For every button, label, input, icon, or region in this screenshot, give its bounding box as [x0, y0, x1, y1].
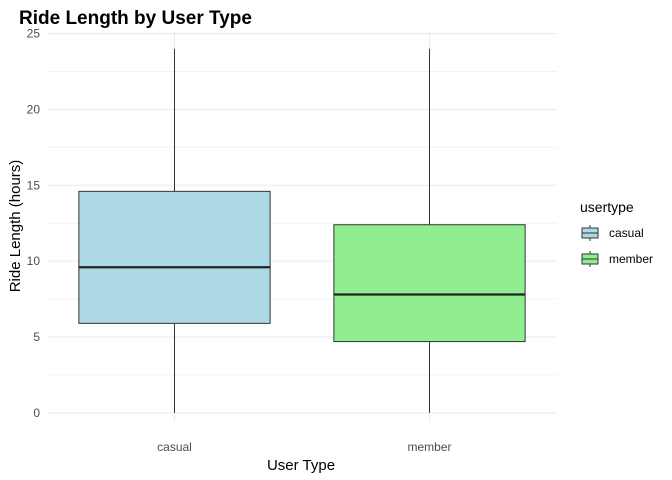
legend-entry-casual: casual: [581, 225, 644, 241]
y-tick-label: 5: [33, 330, 40, 344]
y-axis-ticks: 0 5 10 15 20 25: [27, 27, 41, 420]
box-member: [333, 48, 526, 413]
y-tick-label: 25: [27, 27, 41, 41]
legend-entry-member: member: [581, 251, 653, 267]
x-axis-title: User Type: [267, 457, 335, 474]
legend-title: usertype: [580, 199, 634, 215]
box-casual: [78, 48, 271, 413]
legend: usertype casual member: [580, 199, 653, 267]
y-tick-label: 15: [27, 178, 41, 192]
legend-label: casual: [609, 226, 644, 240]
chart-title: Ride Length by User Type: [19, 8, 252, 29]
x-axis-ticks: casual member: [157, 440, 451, 454]
boxes: [78, 48, 526, 413]
legend-label: member: [609, 252, 653, 266]
y-tick-label: 0: [33, 406, 40, 420]
x-tick-label: casual: [157, 440, 192, 454]
y-tick-label: 20: [27, 102, 41, 116]
box-body: [333, 224, 526, 343]
box-body: [78, 190, 271, 324]
x-tick-label: member: [407, 440, 451, 454]
y-tick-label: 10: [27, 254, 41, 268]
y-axis-title: Ride Length (hours): [7, 160, 24, 293]
